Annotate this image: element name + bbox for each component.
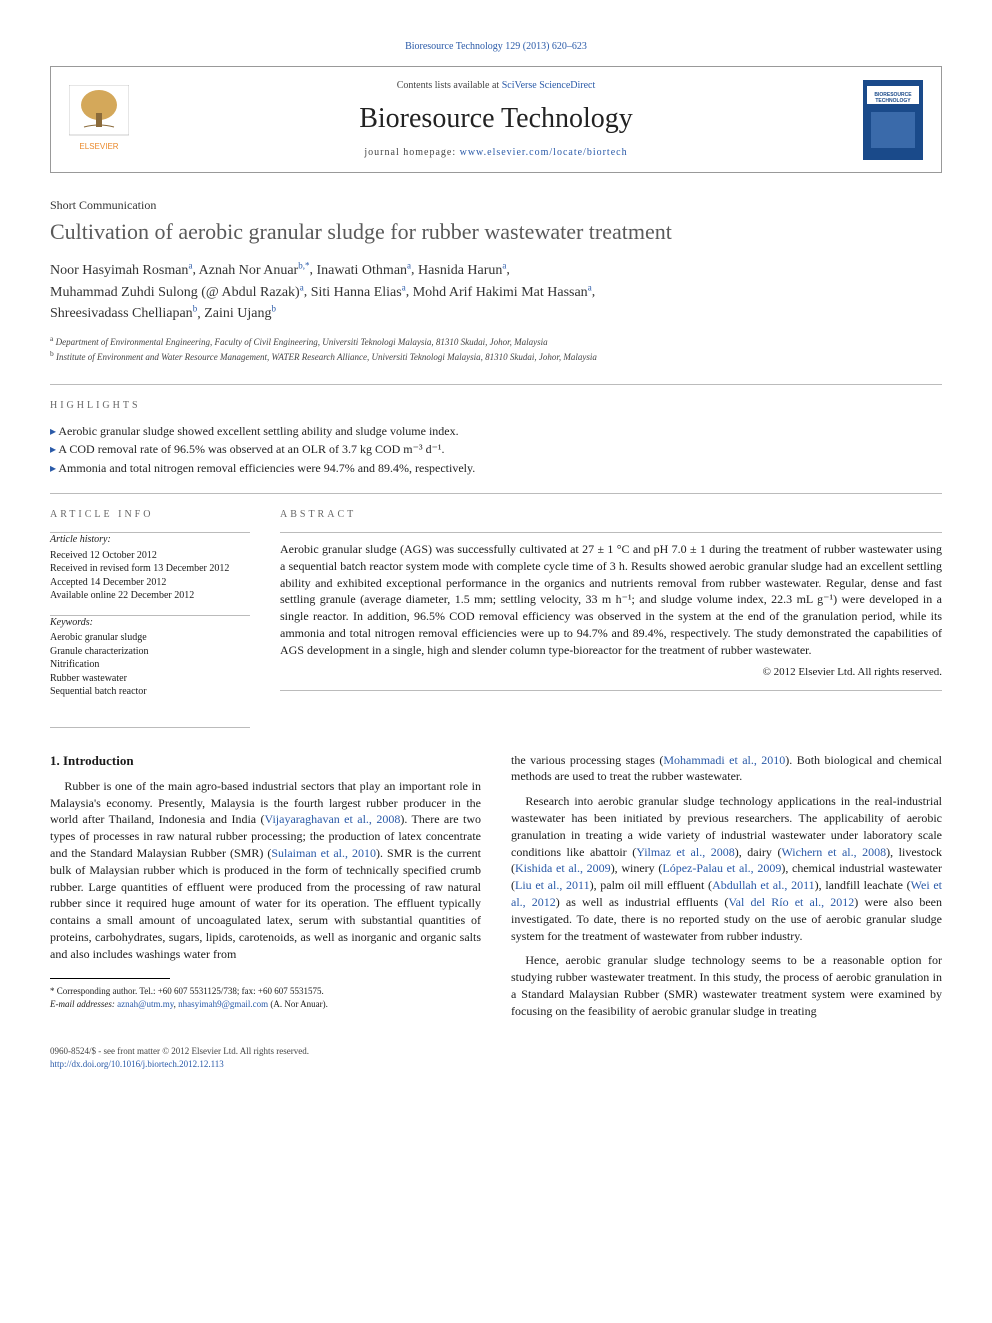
elsevier-label: ELSEVIER bbox=[79, 142, 118, 151]
citation-link[interactable]: Wichern et al., 2008 bbox=[781, 845, 886, 859]
svg-text:TECHNOLOGY: TECHNOLOGY bbox=[875, 98, 911, 104]
citation-link[interactable]: Mohammadi et al., 2010 bbox=[663, 753, 785, 767]
highlights-label: HIGHLIGHTS bbox=[50, 399, 942, 413]
keywords-heading: Keywords: bbox=[50, 616, 250, 630]
citation-link[interactable]: Val del Río et al., 2012 bbox=[728, 895, 854, 909]
contents-available-line: Contents lists available at SciVerse Sci… bbox=[147, 79, 845, 93]
author: Siti Hanna Eliasa bbox=[311, 285, 406, 300]
separator bbox=[280, 532, 942, 533]
journal-header: ELSEVIER Contents lists available at Sci… bbox=[50, 66, 942, 173]
author: Mohd Arif Hakimi Mat Hassana bbox=[413, 285, 592, 300]
citation-link[interactable]: López-Palau et al., 2009 bbox=[662, 861, 781, 875]
citation-link[interactable]: Liu et al., 2011 bbox=[515, 878, 590, 892]
footnote-separator bbox=[50, 978, 170, 979]
article-title: Cultivation of aerobic granular sludge f… bbox=[50, 218, 942, 246]
header-center: Contents lists available at SciVerse Sci… bbox=[147, 79, 845, 160]
separator bbox=[50, 727, 250, 728]
elsevier-logo: ELSEVIER bbox=[69, 85, 129, 155]
footer-copyright: 0960-8524/$ - see front matter © 2012 El… bbox=[50, 1045, 942, 1058]
article-info-label: ARTICLE INFO bbox=[50, 508, 250, 522]
page-footer: 0960-8524/$ - see front matter © 2012 El… bbox=[50, 1045, 942, 1070]
arrow-icon: ▸ bbox=[50, 442, 56, 456]
citation-link[interactable]: Yilmaz et al., 2008 bbox=[636, 845, 735, 859]
keyword: Sequential batch reactor bbox=[50, 685, 250, 699]
author: Shreesivadass Chelliapanb bbox=[50, 306, 197, 321]
intro-paragraph-cont: the various processing stages (Mohammadi… bbox=[511, 752, 942, 786]
separator bbox=[280, 690, 942, 691]
keyword: Granule characterization bbox=[50, 645, 250, 659]
highlight-item: ▸ Aerobic granular sludge showed excelle… bbox=[50, 423, 942, 440]
abstract-text: Aerobic granular sludge (AGS) was succes… bbox=[280, 541, 942, 659]
history-line: Available online 22 December 2012 bbox=[50, 589, 250, 603]
citation-link[interactable]: Kishida et al., 2009 bbox=[515, 861, 611, 875]
arrow-icon: ▸ bbox=[50, 424, 56, 438]
journal-title: Bioresource Technology bbox=[147, 99, 845, 138]
journal-homepage-link[interactable]: www.elsevier.com/locate/biortech bbox=[460, 147, 628, 158]
citation-link[interactable]: Vijayaraghavan et al., 2008 bbox=[265, 812, 401, 826]
article-info-column: ARTICLE INFO Article history: Received 1… bbox=[50, 494, 250, 711]
journal-cover-thumbnail: BIORESOURCE TECHNOLOGY bbox=[863, 80, 923, 160]
abstract-label: ABSTRACT bbox=[280, 508, 942, 522]
history-line: Received 12 October 2012 bbox=[50, 549, 250, 563]
body-columns: 1. Introduction Rubber is one of the mai… bbox=[50, 752, 942, 1028]
history-line: Received in revised form 13 December 201… bbox=[50, 562, 250, 576]
affiliation: b Institute of Environment and Water Res… bbox=[50, 349, 942, 364]
article-history: Article history: Received 12 October 201… bbox=[50, 533, 250, 603]
email-link[interactable]: aznah@utm.my bbox=[117, 999, 173, 1009]
keyword: Rubber wastewater bbox=[50, 672, 250, 686]
intro-paragraph: Rubber is one of the main agro-based ind… bbox=[50, 778, 481, 963]
history-line: Accepted 14 December 2012 bbox=[50, 576, 250, 590]
citation-link[interactable]: Sulaiman et al., 2010 bbox=[271, 846, 376, 860]
author: Hasnida Haruna bbox=[418, 263, 506, 278]
author: Aznah Nor Anuarb,* bbox=[199, 263, 310, 278]
sciencedirect-link[interactable]: SciVerse ScienceDirect bbox=[502, 80, 596, 91]
keyword: Nitrification bbox=[50, 658, 250, 672]
keywords-block: Keywords: Aerobic granular sludge Granul… bbox=[50, 616, 250, 699]
arrow-icon: ▸ bbox=[50, 461, 56, 475]
separator bbox=[50, 384, 942, 385]
citation-link[interactable]: Abdullah et al., 2011 bbox=[712, 878, 815, 892]
doi-link[interactable]: http://dx.doi.org/10.1016/j.biortech.201… bbox=[50, 1059, 224, 1069]
intro-heading: 1. Introduction bbox=[50, 752, 481, 770]
abstract-column: ABSTRACT Aerobic granular sludge (AGS) w… bbox=[280, 494, 942, 711]
journal-citation-link[interactable]: Bioresource Technology 129 (2013) 620–62… bbox=[405, 41, 587, 52]
email-link[interactable]: nhasyimah9@gmail.com bbox=[178, 999, 268, 1009]
corresponding-author-footnote: * Corresponding author. Tel.: +60 607 55… bbox=[50, 985, 481, 1009]
elsevier-tree-icon: ELSEVIER bbox=[69, 85, 129, 155]
right-column: the various processing stages (Mohammadi… bbox=[511, 752, 942, 1028]
author-list: Noor Hasyimah Rosmana, Aznah Nor Anuarb,… bbox=[50, 259, 942, 324]
highlights-list: ▸ Aerobic granular sludge showed excelle… bbox=[50, 423, 942, 477]
journal-homepage-line: journal homepage: www.elsevier.com/locat… bbox=[147, 146, 845, 160]
left-column: 1. Introduction Rubber is one of the mai… bbox=[50, 752, 481, 1028]
history-heading: Article history: bbox=[50, 533, 250, 547]
author: Inawati Othmana bbox=[316, 263, 411, 278]
author: Muhammad Zuhdi Sulong (@ Abdul Razak)a bbox=[50, 285, 304, 300]
highlight-item: ▸ A COD removal rate of 96.5% was observ… bbox=[50, 441, 942, 458]
author: Zaini Ujangb bbox=[204, 306, 276, 321]
affiliations: a Department of Environmental Engineerin… bbox=[50, 334, 942, 363]
footer-doi: http://dx.doi.org/10.1016/j.biortech.201… bbox=[50, 1058, 942, 1071]
copyright-line: © 2012 Elsevier Ltd. All rights reserved… bbox=[280, 665, 942, 680]
author: Noor Hasyimah Rosmana bbox=[50, 263, 192, 278]
intro-paragraph: Hence, aerobic granular sludge technolog… bbox=[511, 952, 942, 1019]
affiliation: a Department of Environmental Engineerin… bbox=[50, 334, 942, 349]
journal-citation: Bioresource Technology 129 (2013) 620–62… bbox=[50, 40, 942, 54]
highlight-item: ▸ Ammonia and total nitrogen removal eff… bbox=[50, 460, 942, 477]
article-type: Short Communication bbox=[50, 197, 942, 214]
intro-paragraph: Research into aerobic granular sludge te… bbox=[511, 793, 942, 944]
keyword: Aerobic granular sludge bbox=[50, 631, 250, 645]
